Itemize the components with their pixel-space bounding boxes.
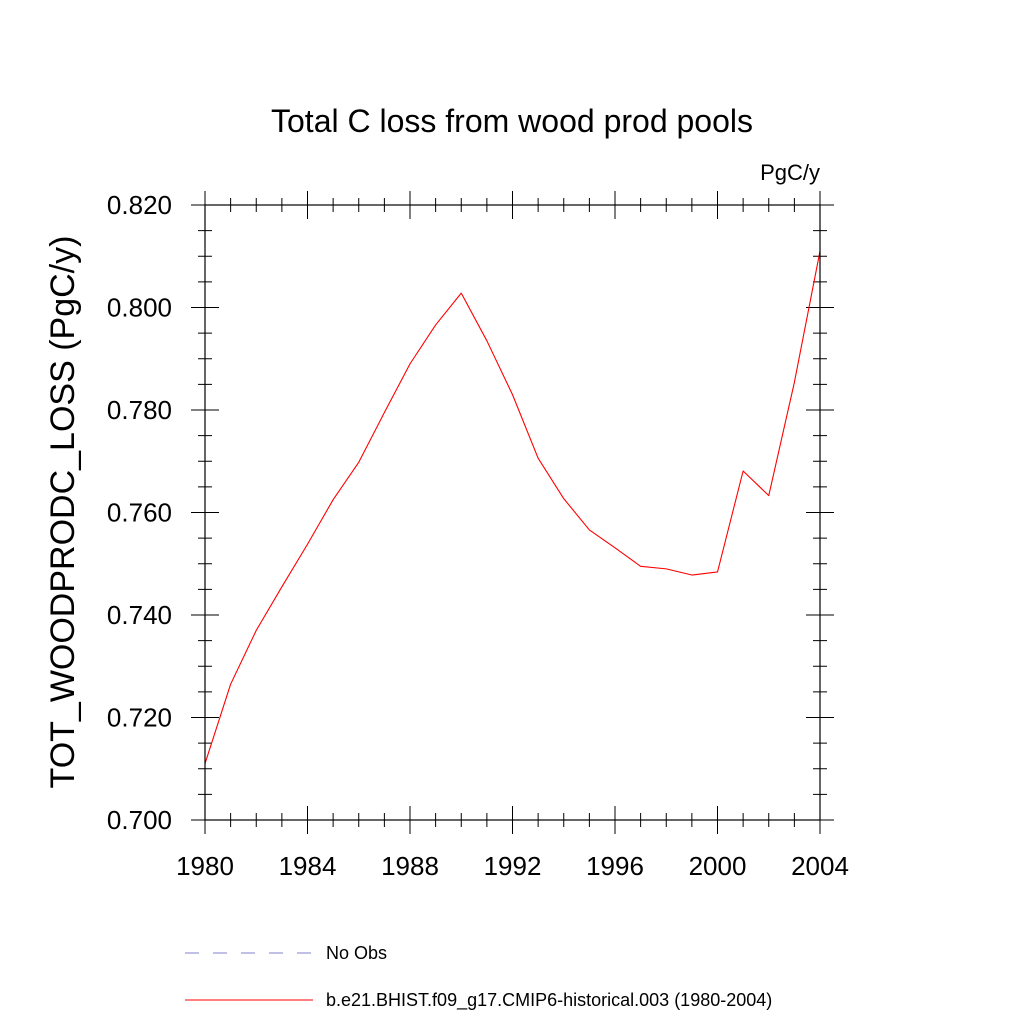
- tick-labels: 1980 1984 1988 1992 1996 2000 2004 0.700 0.720 0.…: [107, 190, 849, 881]
- y-tick-label: 0.800: [107, 293, 172, 323]
- x-tick-label: 1996: [586, 851, 644, 881]
- chart-title: Total C loss from wood prod pools: [271, 103, 753, 139]
- y-tick-label: 0.780: [107, 395, 172, 425]
- x-tick-label: 2004: [791, 851, 849, 881]
- y-tick-label: 0.720: [107, 703, 172, 733]
- x-tick-label: 1992: [484, 851, 542, 881]
- axis-ticks: [191, 191, 834, 834]
- series-line-0: [204, 251, 821, 764]
- plot-frame: [204, 204, 821, 821]
- x-tick-label: 2000: [689, 851, 747, 881]
- units-label: PgC/y: [760, 160, 820, 185]
- legend-label-model: b.e21.BHIST.f09_g17.CMIP6-historical.003…: [326, 990, 772, 1011]
- legend: No Obs b.e21.BHIST.f09_g17.CMIP6-histori…: [185, 943, 772, 1011]
- y-axis-label: TOT_WOODPRODC_LOSS (PgC/y): [44, 236, 82, 789]
- y-tick-label: 0.820: [107, 190, 172, 220]
- y-tick-label: 0.760: [107, 498, 172, 528]
- x-tick-label: 1980: [176, 851, 234, 881]
- y-tick-label: 0.740: [107, 600, 172, 630]
- series-layer: [204, 251, 821, 764]
- y-tick-label: 0.700: [107, 805, 172, 835]
- x-tick-label: 1984: [279, 851, 337, 881]
- x-tick-label: 1988: [381, 851, 439, 881]
- legend-label-no-obs: No Obs: [326, 943, 387, 963]
